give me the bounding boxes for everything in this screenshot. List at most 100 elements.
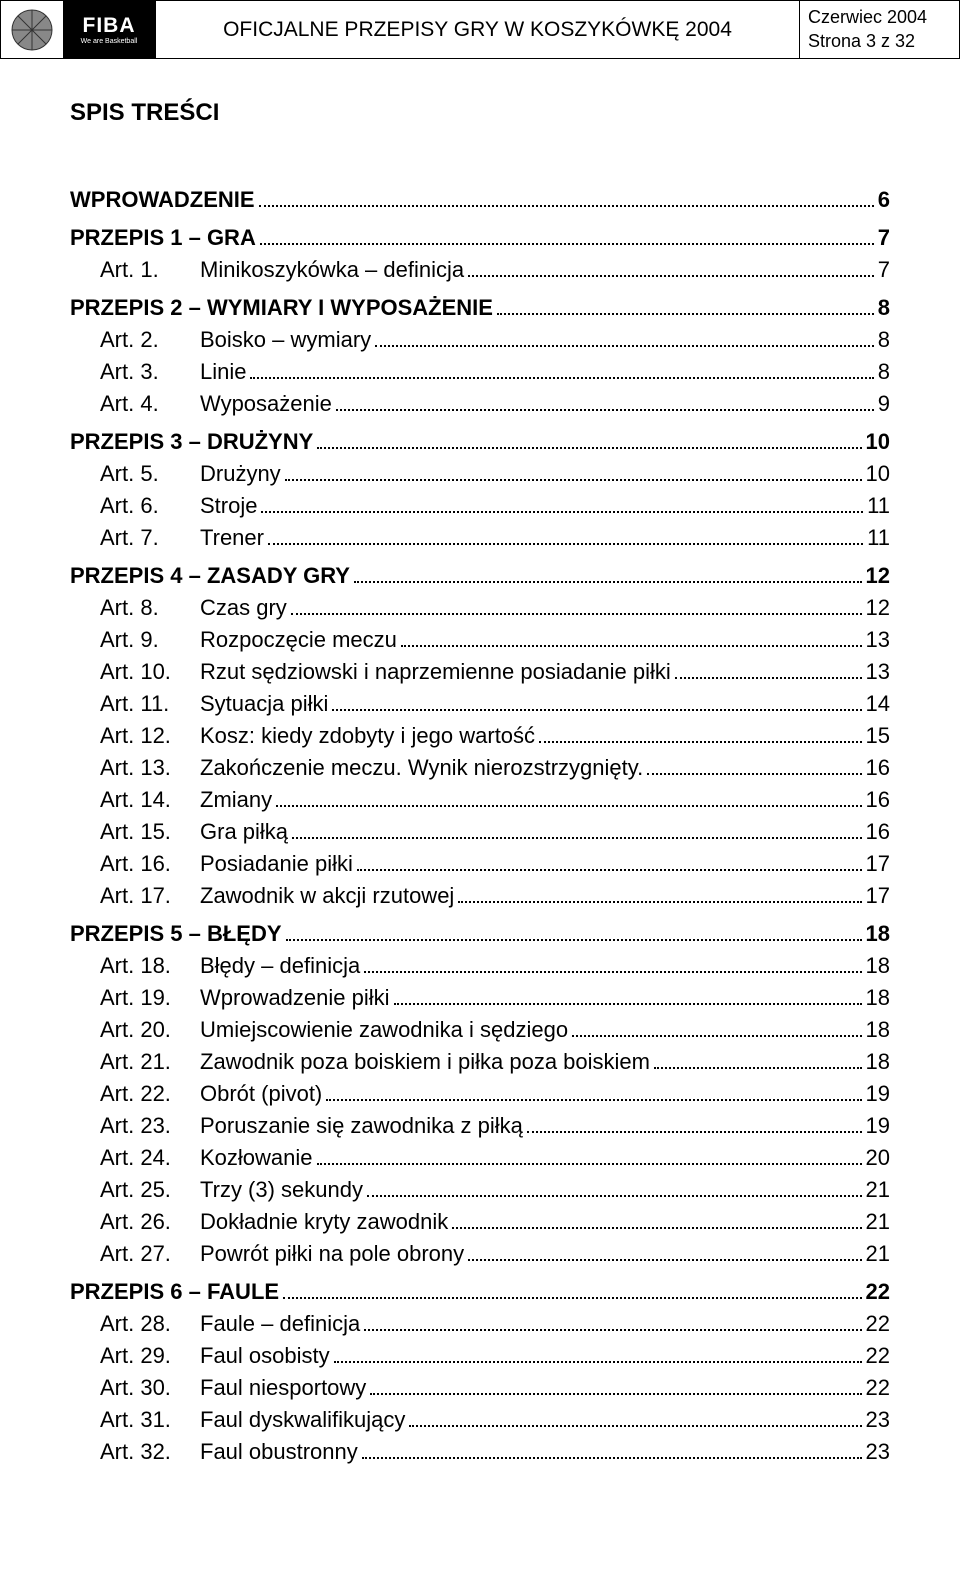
toc-section-label: PRZEPIS 6 – FAULE [70,1279,279,1305]
toc-leader-dots [286,939,862,941]
toc-article-number: Art. 27. [100,1241,200,1267]
toc-heading: SPIS TREŚCI [70,99,890,127]
toc-entry-text: Faul obustronny [200,1439,358,1465]
toc-entry: Art. 25.Trzy (3) sekundy21 [100,1177,890,1203]
toc-leader-dots [260,243,874,245]
toc-entry-text: Zmiany [200,787,272,813]
toc-page-number: 16 [866,819,890,845]
toc-leader-dots [292,837,861,839]
toc-article-number: Art. 17. [100,883,200,909]
toc-entry: Art. 12.Kosz: kiedy zdobyty i jego warto… [100,723,890,749]
toc-entry-text: Posiadanie piłki [200,851,353,877]
toc-section: PRZEPIS 5 – BŁĘDY18 [70,921,890,947]
toc-page-number: 12 [866,595,890,621]
toc-leader-dots [357,869,862,871]
toc-article-number: Art. 23. [100,1113,200,1139]
toc-section: PRZEPIS 4 – ZASADY GRY12 [70,563,890,589]
toc-article-number: Art. 28. [100,1311,200,1337]
toc-entry-text: Kozłowanie [200,1145,313,1171]
page-header: FIBA We are Basketball OFICJALNE PRZEPIS… [0,0,960,59]
document-page: FIBA We are Basketball OFICJALNE PRZEPIS… [0,0,960,1505]
toc-leader-dots [362,1457,862,1459]
toc-page-number: 16 [866,755,890,781]
toc-article-number: Art. 9. [100,627,200,653]
toc-entry: Art. 2.Boisko – wymiary8 [100,327,890,353]
toc-page-number: 18 [866,953,890,979]
toc-article-number: Art. 30. [100,1375,200,1401]
toc-entry-text: Drużyny [200,461,281,487]
toc-entry: Art. 32.Faul obustronny23 [100,1439,890,1465]
toc-page-number: 8 [878,327,890,353]
toc-entry: Art. 6.Stroje11 [100,493,890,519]
toc-entry: Art. 29.Faul osobisty22 [100,1343,890,1369]
toc-leader-dots [409,1425,861,1427]
toc-article-number: Art. 24. [100,1145,200,1171]
toc-page-number: 6 [878,187,890,213]
toc-entry: Art. 13.Zakończenie meczu. Wynik nierozs… [100,755,890,781]
toc-entry-text: Błędy – definicja [200,953,360,979]
toc-leader-dots [283,1297,861,1299]
toc-entry-text: Gra piłką [200,819,288,845]
toc-entry-text: Zawodnik w akcji rzutowej [200,883,454,909]
toc-page-number: 22 [866,1279,890,1305]
toc-page-number: 15 [866,723,890,749]
toc-article-number: Art. 21. [100,1049,200,1075]
toc-entry-text: Rozpoczęcie meczu [200,627,397,653]
header-page-info: Strona 3 z 32 [808,30,951,53]
toc-page-number: 18 [866,921,890,947]
toc-leader-dots [285,479,862,481]
toc-leader-dots [261,511,863,513]
toc-article-number: Art. 3. [100,359,200,385]
toc-entry: Art. 27.Powrót piłki na pole obrony21 [100,1241,890,1267]
toc-entry-text: Trener [200,525,264,551]
toc-page-number: 10 [866,429,890,455]
toc-entry-text: Obrót (pivot) [200,1081,322,1107]
page-content: SPIS TREŚCI WPROWADZENIE6PRZEPIS 1 – GRA… [0,59,960,1505]
toc-article-number: Art. 4. [100,391,200,417]
toc-entry: Art. 22.Obrót (pivot)19 [100,1081,890,1107]
toc-entry: Art. 19.Wprowadzenie piłki18 [100,985,890,1011]
toc-leader-dots [370,1393,861,1395]
toc-entry: Art. 10.Rzut sędziowski i naprzemienne p… [100,659,890,685]
toc-entry-text: Kosz: kiedy zdobyty i jego wartość [200,723,535,749]
toc-entry: Art. 1.Minikoszykówka – definicja7 [100,257,890,283]
toc-leader-dots [259,205,874,207]
toc-leader-dots [326,1099,861,1101]
toc-page-number: 11 [867,493,890,519]
toc-entry-text: Boisko – wymiary [200,327,371,353]
header-meta: Czerwiec 2004 Strona 3 z 32 [800,1,960,59]
toc-page-number: 13 [866,659,890,685]
toc-entry: Art. 9.Rozpoczęcie meczu13 [100,627,890,653]
toc-leader-dots [452,1227,861,1229]
toc-entry: Art. 24.Kozłowanie 20 [100,1145,890,1171]
toc-leader-dots [458,901,861,903]
toc-page-number: 19 [866,1081,890,1107]
toc-leader-dots [367,1195,862,1197]
toc-entry-text: Umiejscowienie zawodnika i sędziego [200,1017,568,1043]
toc-entry: Art. 4.Wyposażenie9 [100,391,890,417]
toc-page-number: 20 [866,1145,890,1171]
toc-leader-dots [654,1067,862,1069]
toc-entry: Art. 15.Gra piłką16 [100,819,890,845]
toc-entry: Art. 23.Poruszanie się zawodnika z piłką… [100,1113,890,1139]
toc-entry: Art. 30.Faul niesportowy22 [100,1375,890,1401]
toc-page-number: 23 [866,1407,890,1433]
toc-section-label: PRZEPIS 2 – WYMIARY I WYPOSAŻENIE [70,295,493,321]
toc-section: PRZEPIS 2 – WYMIARY I WYPOSAŻENIE8 [70,295,890,321]
toc-article-number: Art. 8. [100,595,200,621]
toc-entry-text: Wyposażenie [200,391,332,417]
toc-page-number: 16 [866,787,890,813]
toc-leader-dots [276,805,861,807]
toc-entry-text: Powrót piłki na pole obrony [200,1241,464,1267]
toc-article-number: Art. 25. [100,1177,200,1203]
toc-entry: Art. 16.Posiadanie piłki17 [100,851,890,877]
logo-cell: FIBA We are Basketball [1,1,156,59]
toc-leader-dots [291,613,862,615]
toc-article-number: Art. 1. [100,257,200,283]
toc-entry-text: Sytuacja piłki [200,691,328,717]
header-date: Czerwiec 2004 [808,6,951,29]
toc-entry: Art. 5.Drużyny10 [100,461,890,487]
toc-page-number: 21 [866,1209,890,1235]
document-title: OFICJALNE PRZEPISY GRY W KOSZYKÓWKĘ 2004 [156,1,800,59]
toc-leader-dots [468,275,874,277]
